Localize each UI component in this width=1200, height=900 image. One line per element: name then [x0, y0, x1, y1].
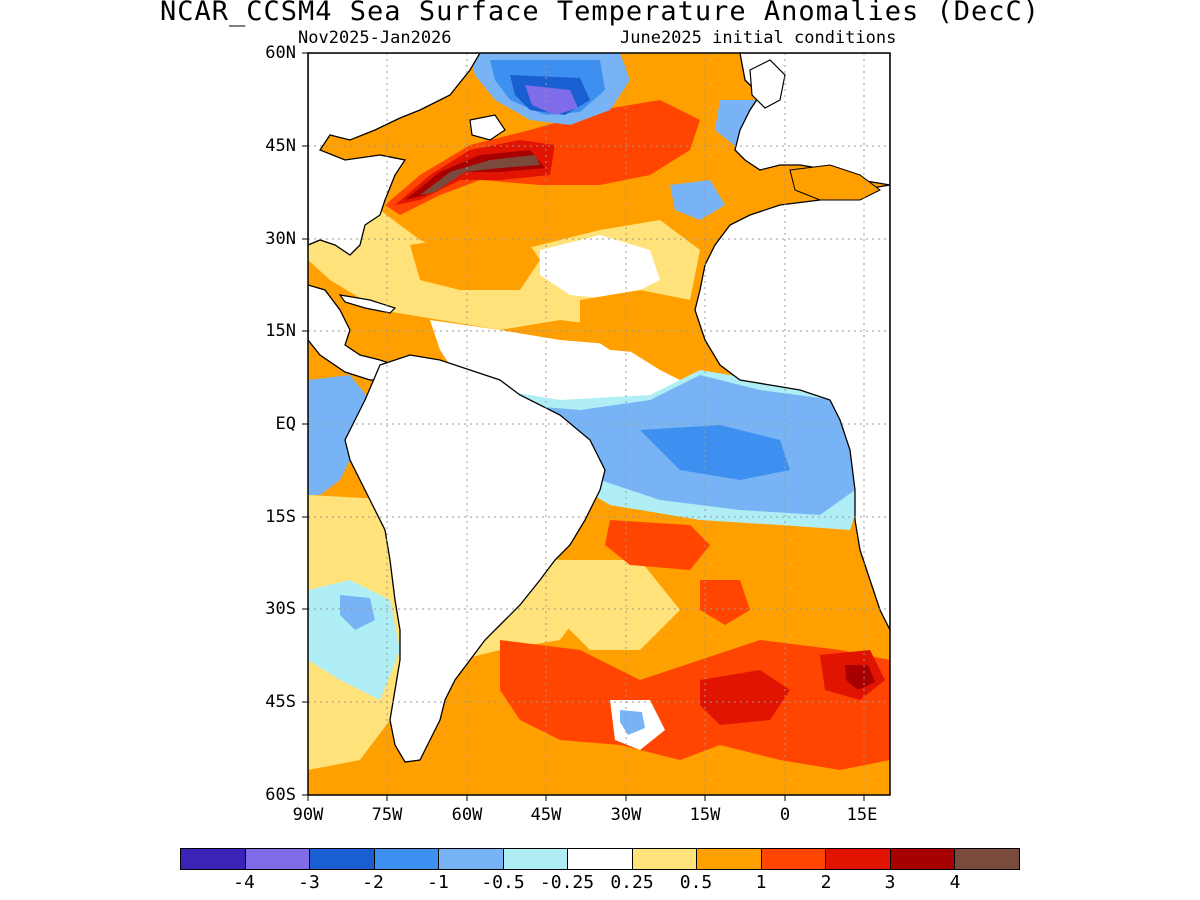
lat-label: 60S — [265, 785, 296, 805]
colorbar-swatch — [826, 849, 891, 869]
gridlines — [308, 53, 890, 795]
lat-label: 45N — [265, 136, 296, 156]
colorbar-label: 1 — [755, 872, 767, 893]
anomaly-orange-east — [580, 290, 700, 355]
tick-marks — [302, 52, 865, 801]
lat-label: EQ — [275, 414, 296, 434]
lon-label: 45W — [530, 805, 562, 825]
colorbar-swatch — [632, 849, 698, 869]
anomaly-gulfstream-max — [420, 155, 540, 195]
colorbar-label: -2 — [362, 872, 384, 893]
anomaly-south-hot-1 — [700, 670, 790, 725]
lon-label: 60W — [451, 805, 483, 825]
colorbar — [180, 848, 1020, 870]
lat-label: 30S — [265, 599, 296, 619]
colorbar-swatch — [568, 849, 633, 869]
land-north-america — [308, 53, 481, 256]
colorbar-swatch — [761, 849, 827, 869]
lat-label: 15N — [265, 321, 296, 341]
colorbar-label: 2 — [820, 872, 832, 893]
anomaly-south-warm-2 — [700, 580, 750, 625]
colorbar-label: -4 — [233, 872, 255, 893]
colorbar-swatch — [310, 849, 375, 869]
colorbar-swatch — [374, 849, 440, 869]
land-uk — [749, 59, 786, 109]
anomaly-south-warm-3 — [500, 640, 890, 770]
lon-label: 30W — [610, 805, 642, 825]
lon-label: 0 — [779, 805, 791, 825]
lat-label: 30N — [265, 229, 296, 249]
lat-label: 60N — [265, 43, 296, 63]
anomaly-labrador-cold-max — [525, 85, 578, 115]
colorbar-swatch — [697, 849, 762, 869]
lat-label: 15S — [265, 507, 296, 527]
forecast-period: Nov2025-Jan2026 — [298, 28, 452, 48]
anomaly-south-pale-2 — [560, 560, 680, 650]
colorbar-label: -0.25 — [539, 872, 595, 893]
initial-conditions: June2025 initial conditions — [620, 28, 897, 48]
land-iberia-coast — [789, 164, 881, 201]
colorbar-swatch — [955, 849, 1019, 869]
anomaly-south-warm-1 — [605, 520, 710, 570]
anomaly-eq-cold-core — [640, 425, 790, 480]
land-south-america — [344, 354, 606, 763]
colorbar-label: 3 — [884, 872, 896, 893]
land-cuba — [338, 294, 397, 314]
anomaly-south-west-cold-core — [340, 595, 375, 630]
lon-label: 75W — [371, 805, 403, 825]
land-africa — [694, 184, 890, 631]
colorbar-label: -1 — [427, 872, 449, 893]
anomaly-west-eq-cold — [308, 375, 370, 495]
anomaly-south-max — [845, 665, 875, 690]
anomaly-field — [308, 53, 890, 795]
lon-label: 90W — [292, 805, 324, 825]
colorbar-label: 0.25 — [610, 872, 654, 893]
anomaly-south-cold-spot — [620, 710, 645, 735]
colorbar-label: -3 — [298, 872, 320, 893]
colorbar-swatch — [181, 849, 246, 869]
colorbar-swatch — [503, 849, 569, 869]
land-newfoundland — [469, 114, 506, 141]
colorbar-label: 4 — [949, 872, 961, 893]
anomaly-south-west-cold — [308, 580, 400, 700]
colorbar-label: 0.5 — [679, 872, 713, 893]
anomaly-white-north — [540, 235, 660, 300]
anomaly-ne-cold-2 — [670, 180, 725, 220]
lon-label: 15E — [846, 805, 878, 825]
anomaly-far-south-orange — [308, 765, 890, 795]
colorbar-swatch — [890, 849, 956, 869]
colorbar-swatch — [439, 849, 504, 869]
anomaly-orange-north — [410, 230, 540, 290]
colorbar-label: -0.5 — [481, 872, 525, 893]
lat-label: 45S — [265, 692, 296, 712]
colorbar-swatch — [245, 849, 311, 869]
map-title: NCAR_CCSM4 Sea Surface Temperature Anoma… — [159, 0, 1041, 27]
lon-label: 15W — [689, 805, 721, 825]
